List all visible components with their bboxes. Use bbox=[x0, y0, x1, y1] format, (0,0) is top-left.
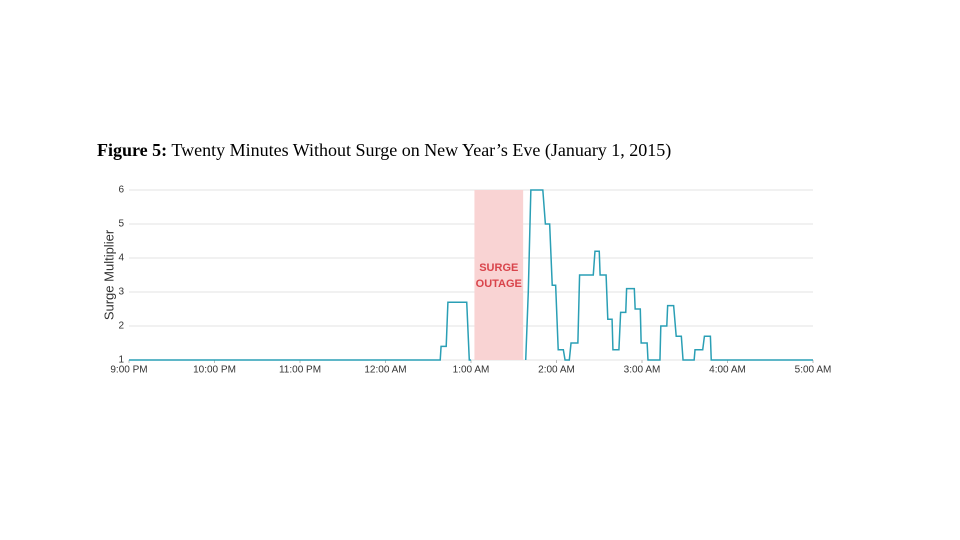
x-tick-label: 10:00 PM bbox=[193, 365, 236, 376]
x-tick-label: 2:00 AM bbox=[538, 365, 575, 376]
x-tick-label: 11:00 PM bbox=[279, 365, 321, 376]
y-tick-label: 4 bbox=[118, 253, 124, 264]
x-tick-label: 4:00 AM bbox=[709, 365, 746, 376]
x-tick-label: 5:00 AM bbox=[795, 365, 832, 376]
chart-title: Figure 5: Twenty Minutes Without Surge o… bbox=[97, 140, 671, 161]
y-tick-label: 3 bbox=[118, 287, 124, 298]
y-tick-label: 6 bbox=[118, 185, 124, 196]
y-tick-label: 1 bbox=[118, 355, 124, 366]
outage-label: OUTAGE bbox=[476, 278, 522, 290]
title-text: Twenty Minutes Without Surge on New Year… bbox=[171, 140, 671, 161]
x-tick-label: 12:00 AM bbox=[364, 365, 406, 376]
y-tick-label: 2 bbox=[118, 321, 124, 332]
outage-label: SURGE bbox=[479, 262, 518, 274]
figure-label: Figure 5: bbox=[97, 140, 167, 160]
surge-line bbox=[129, 189, 813, 361]
x-tick-label: 1:00 AM bbox=[453, 365, 490, 376]
x-tick-label: 3:00 AM bbox=[624, 365, 661, 376]
y-axis-label: Surge Multiplier bbox=[101, 229, 116, 320]
y-tick-label: 5 bbox=[118, 219, 124, 230]
outage-band bbox=[474, 190, 524, 360]
x-tick-label: 9:00 PM bbox=[110, 365, 147, 376]
